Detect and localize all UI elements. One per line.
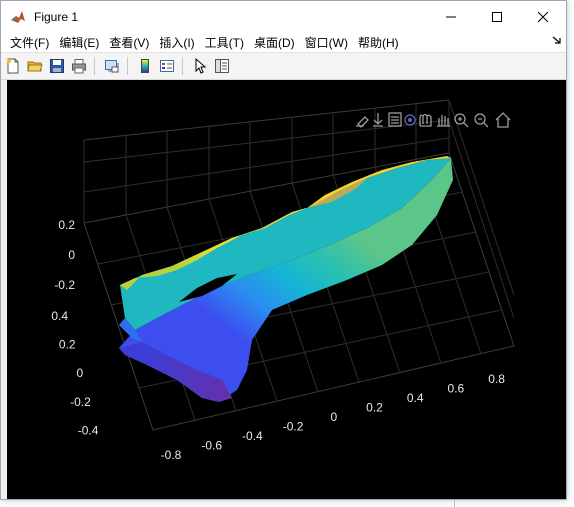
background-divider: [454, 500, 455, 507]
figure-toolbar: [1, 52, 566, 80]
y-tick-labels: -0.4 -0.2 00.2 0.4: [51, 309, 98, 437]
edit-plot-button[interactable]: [190, 56, 210, 76]
menu-view[interactable]: 查看(V): [109, 35, 150, 50]
menu-window[interactable]: 窗口(W): [304, 35, 348, 50]
toolbar-separator: [127, 57, 128, 75]
window-controls: [428, 1, 566, 32]
y-tick-label: -0.2: [70, 395, 91, 409]
surface-plot[interactable]: 0.20-0.2 -0.4-0.200.20.4 -0.8-0.6-0.4-0.…: [7, 80, 566, 499]
property-inspector-icon: [215, 59, 229, 73]
insert-legend-button[interactable]: [157, 56, 177, 76]
y-tick-label: 0.2: [59, 338, 76, 352]
x-tick-label: -0.8: [161, 448, 182, 462]
axes-box: [83, 99, 515, 431]
property-inspector-button[interactable]: [212, 56, 232, 76]
z-tick-label: 0: [68, 248, 75, 262]
rotate-3d-icon[interactable]: [419, 113, 432, 127]
figure-canvas[interactable]: 0.2 0 -0.2 -0.4 -0.2 0 0.2 0.4 -0.8 -0.6 -0.4 -0.…: [7, 80, 566, 499]
x-tick-label: 0.2: [366, 401, 383, 415]
pan-icon[interactable]: [437, 115, 450, 127]
z-tick-labels: 0.2 0 -0.2: [54, 218, 75, 292]
x-tick-label: 0.4: [407, 391, 424, 405]
insert-colorbar-button[interactable]: [135, 56, 155, 76]
brush-icon[interactable]: [388, 112, 402, 127]
new-figure-button[interactable]: [3, 56, 23, 76]
menu-help[interactable]: 帮助(H): [357, 35, 399, 50]
print-icon: [72, 59, 86, 74]
toolbar-separator: [182, 57, 183, 75]
close-button[interactable]: [520, 1, 566, 32]
menu-file[interactable]: 文件(F): [10, 35, 50, 50]
x-tick-label: 0.6: [448, 382, 465, 396]
surface-object: [119, 156, 453, 402]
window-title: Figure 1: [34, 9, 79, 24]
menu-bar: 文件(F) 编辑(E) 查看(V) 插入(I) 工具(T) 桌面(D) 窗口(W…: [1, 32, 566, 52]
new-file-icon: [7, 58, 19, 74]
axes-toolbar: [356, 112, 511, 128]
legend-icon: [160, 60, 174, 72]
x-tick-label: 0.8: [488, 372, 505, 386]
folder-open-icon: [27, 61, 43, 72]
z-tick-label: 0.2: [58, 218, 75, 232]
y-tick-label: 0: [77, 366, 84, 380]
save-figure-button[interactable]: [47, 56, 67, 76]
z-tick-label: -0.2: [54, 278, 75, 292]
menu-tools[interactable]: 工具(T): [204, 35, 244, 50]
zoom-out-icon[interactable]: [474, 113, 489, 128]
pointer-arrow-icon: [195, 58, 207, 74]
close-icon: [537, 11, 549, 22]
maximize-button[interactable]: [474, 1, 520, 32]
zoom-in-icon[interactable]: [454, 113, 469, 128]
minimize-button[interactable]: [428, 1, 474, 32]
minimize-icon: [446, 16, 456, 17]
colorbar-icon: [141, 59, 149, 73]
menu-edit[interactable]: 编辑(E): [59, 35, 100, 50]
link-plot-button[interactable]: [102, 56, 122, 76]
matlab-logo-icon: [10, 8, 26, 25]
open-file-button[interactable]: [25, 56, 45, 76]
home-icon[interactable]: [495, 112, 511, 128]
edit-icon[interactable]: [356, 116, 369, 128]
y-tick-label: -0.4: [78, 423, 99, 437]
export-icon[interactable]: [373, 113, 383, 127]
menu-desktop[interactable]: 桌面(D): [253, 35, 295, 50]
x-tick-labels: -0.8 -0.6 -0.4 -0.2 0 0.2 0.4 0.6 0.8: [161, 372, 506, 462]
figure-window: Figure 1 文件(F) 编辑(E) 查看(V) 插入(I) 工具(T) 桌…: [0, 0, 567, 500]
y-tick-label: 0.4: [51, 309, 68, 323]
save-icon: [50, 59, 64, 73]
x-tick-label: -0.4: [242, 429, 263, 443]
link-plot-icon: [105, 60, 119, 73]
data-tips-icon[interactable]: [404, 114, 416, 126]
x-tick-label: -0.2: [283, 420, 304, 434]
print-figure-button[interactable]: [69, 56, 89, 76]
x-tick-label: -0.6: [201, 439, 222, 453]
toolbar-separator: [94, 57, 95, 75]
title-bar[interactable]: Figure 1: [1, 1, 566, 32]
dock-arrow-icon[interactable]: [552, 35, 562, 45]
menu-insert[interactable]: 插入(I): [159, 35, 195, 50]
x-tick-label: 0: [330, 410, 337, 424]
maximize-icon: [492, 11, 502, 22]
